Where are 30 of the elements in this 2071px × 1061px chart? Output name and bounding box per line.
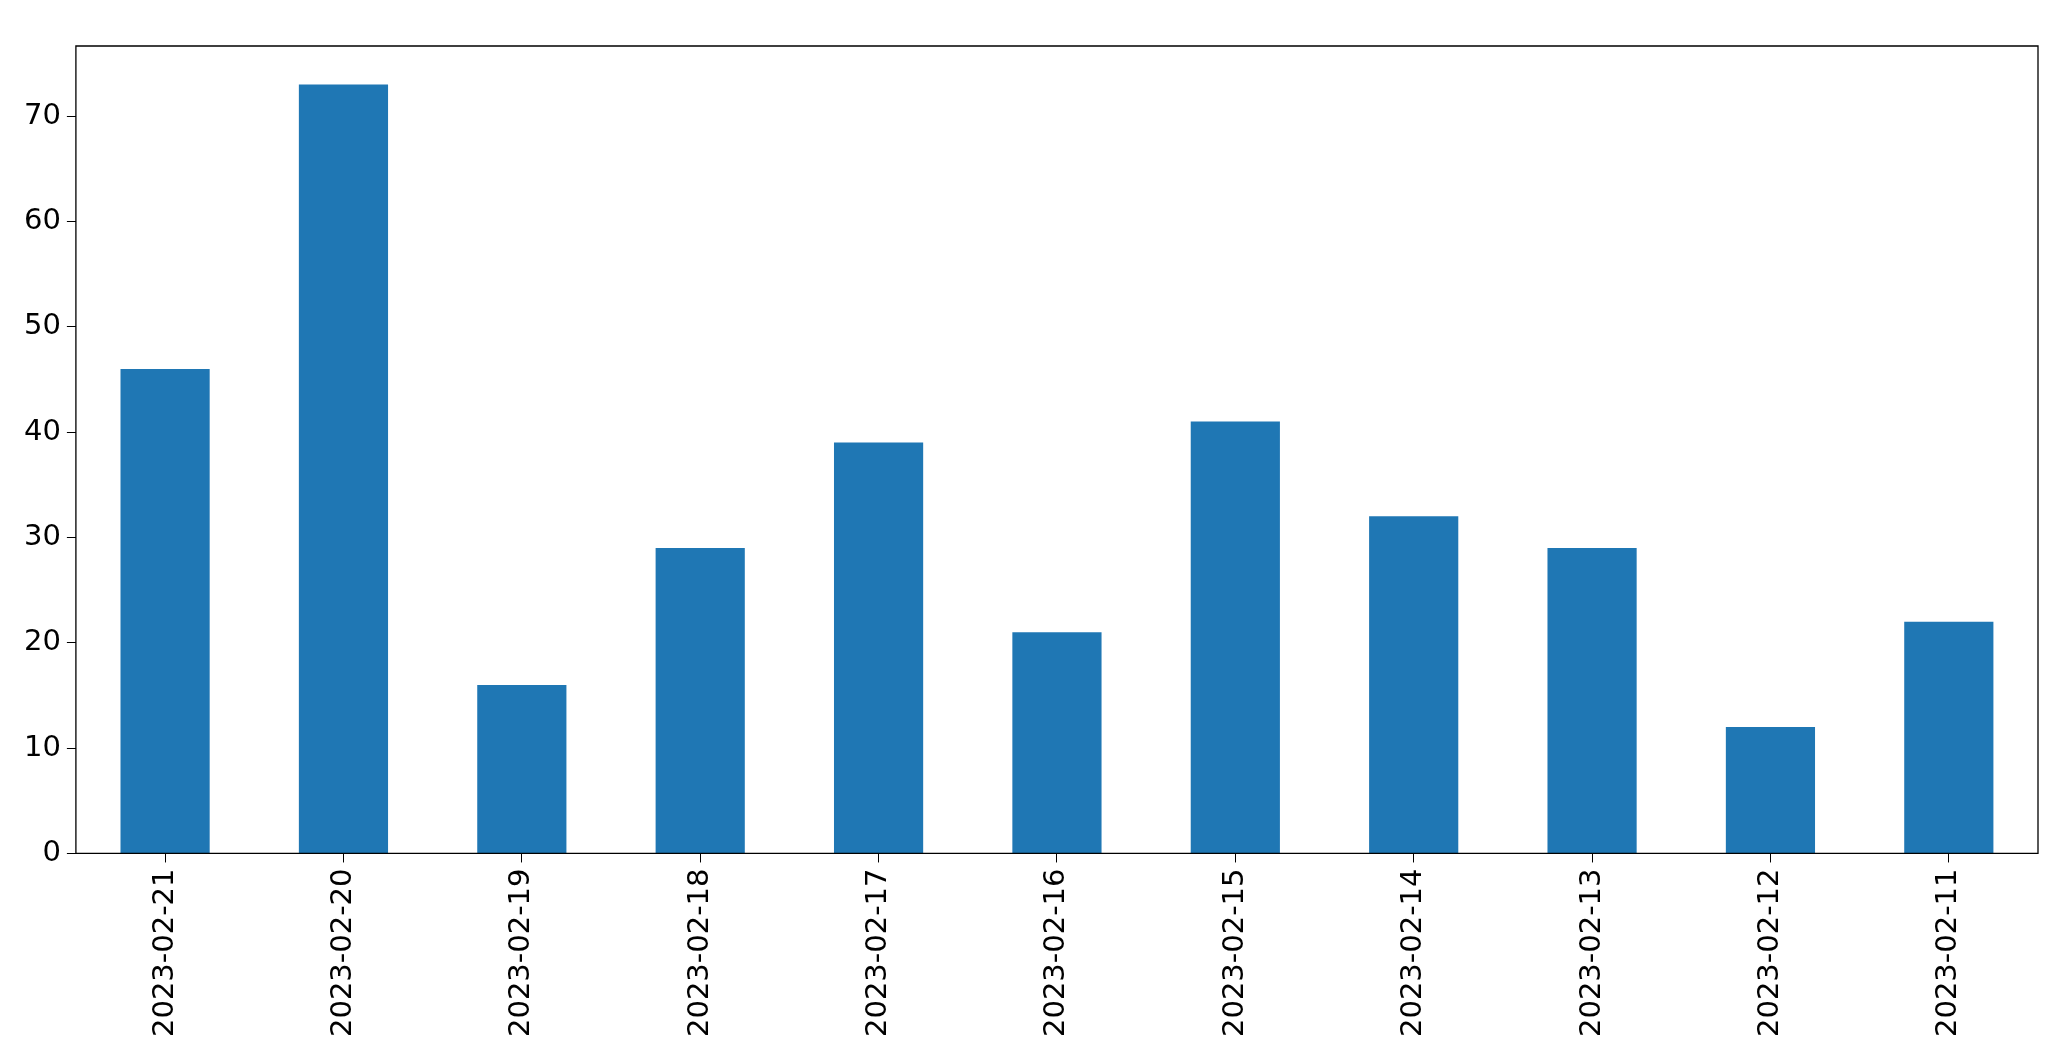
x-tick-label: 2023-02-21	[145, 868, 180, 1038]
bar	[655, 547, 745, 853]
bar	[1190, 421, 1280, 853]
bar	[1012, 632, 1102, 853]
x-tick-label: 2023-02-12	[1750, 868, 1785, 1038]
x-tick-label: 2023-02-17	[859, 868, 894, 1038]
bar	[298, 84, 389, 853]
bar	[1369, 516, 1459, 853]
bar	[1725, 727, 1816, 853]
bar	[833, 442, 924, 853]
bar	[120, 368, 210, 853]
x-tick-label: 2023-02-20	[323, 868, 358, 1038]
bar	[477, 684, 567, 853]
x-tick-label: 2023-02-19	[502, 868, 537, 1038]
y-tick-label: 60	[24, 201, 61, 236]
y-tick-label: 20	[24, 623, 61, 658]
bar	[1904, 621, 1994, 853]
y-tick-label: 30	[24, 517, 61, 552]
y-tick-label: 50	[24, 307, 61, 342]
x-tick-label: 2023-02-14	[1394, 868, 1429, 1038]
x-tick-label: 2023-02-15	[1215, 868, 1250, 1038]
y-tick-label: 40	[24, 412, 61, 447]
x-tick-label: 2023-02-13	[1572, 868, 1607, 1038]
y-tick-label: 10	[24, 728, 61, 763]
x-tick-label: 2023-02-18	[680, 868, 715, 1038]
y-tick-label: 70	[24, 96, 61, 131]
x-tick-label: 2023-02-16	[1037, 868, 1072, 1038]
bar	[1547, 547, 1637, 853]
y-tick-label: 0	[42, 834, 61, 868]
x-tick-label: 2023-02-11	[1929, 868, 1964, 1038]
